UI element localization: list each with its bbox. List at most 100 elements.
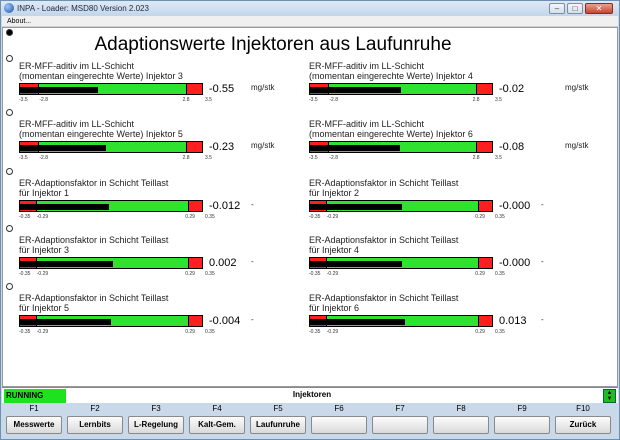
gauge-unit: mg/stk <box>251 83 275 92</box>
gauge-unit: mg/stk <box>565 83 589 92</box>
gauge-fill <box>20 319 111 325</box>
menu-about[interactable]: About... <box>7 18 32 25</box>
fkey-button-f9[interactable] <box>494 416 550 434</box>
tick-low: -2.8 <box>329 155 339 161</box>
gauge-value: -0.000 <box>499 257 531 269</box>
fkey-button-f4[interactable]: Kalt-Gem. <box>189 416 245 434</box>
tick-min: -0.35 <box>19 214 31 220</box>
fkey-button-f2[interactable]: Lernbits <box>67 416 123 434</box>
gauge-value: -0.23 <box>209 141 235 153</box>
tick-low: -2.8 <box>39 97 49 103</box>
tick-max: 3.5 <box>205 155 212 161</box>
fkey-f3: F3 L-Regelung <box>126 403 186 439</box>
gauge-ticks: -0.35 -0.29 0.29 0.35 <box>19 329 219 337</box>
status-running: RUNNING <box>4 389 66 403</box>
gauge-fill <box>310 87 402 93</box>
fkey-f9: F9 <box>492 403 552 439</box>
tick-low: -0.29 <box>326 214 339 220</box>
tick-high: 0.29 <box>185 271 195 277</box>
title-bar: INPA - Loader: MSD80 Version 2.023 – □ ✕ <box>1 1 619 16</box>
tick-max: 3.5 <box>495 97 502 103</box>
tick-low: -2.8 <box>329 97 339 103</box>
fkey-button-f8[interactable] <box>433 416 489 434</box>
gauge-label-line1: ER-Adaptionsfaktor in Schicht Teillast <box>19 178 169 188</box>
fkey-button-f3[interactable]: L-Regelung <box>128 416 184 434</box>
gauge-divider <box>188 258 190 268</box>
gauge-unit: mg/stk <box>565 141 589 150</box>
fkey-f4: F4 Kalt-Gem. <box>187 403 247 439</box>
fkey-button-f6[interactable] <box>311 416 367 434</box>
fkey-button-f1[interactable]: Messwerte <box>6 416 62 434</box>
gauge-bar <box>19 315 203 327</box>
gauge-label-line1: ER-Adaptionsfaktor in Schicht Teillast <box>309 178 459 188</box>
tick-low: -2.8 <box>39 155 49 161</box>
fkey-f6: F6 <box>309 403 369 439</box>
gauge-limit-high <box>185 142 202 152</box>
tick-high: 0.29 <box>185 214 195 220</box>
gauge-label: ER-MFF-aditiv im LL-Schicht (momentan ein… <box>309 119 539 139</box>
gauge-label: ER-Adaptionsfaktor in Schicht Teillast fü… <box>309 235 539 255</box>
gauge-value: -0.55 <box>209 83 235 95</box>
gauge-label: ER-Adaptionsfaktor in Schicht Teillast fü… <box>309 293 539 313</box>
gauge-fill <box>20 145 106 151</box>
gauge-limit-high <box>475 84 492 94</box>
tick-min: -3.5 <box>19 155 28 161</box>
scroll-arrows[interactable]: ▲ ▼ <box>603 389 616 403</box>
gauge-ticks: -3.5 -2.8 2.8 3.5 <box>19 155 219 163</box>
gauge-label-line1: ER-Adaptionsfaktor in Schicht Teillast <box>19 293 169 303</box>
gauge-limit-high <box>188 201 202 211</box>
tick-min: -0.35 <box>19 329 31 335</box>
fkey-button-f7[interactable] <box>372 416 428 434</box>
fkey-f1: F1 Messwerte <box>4 403 64 439</box>
app-logo-icon <box>4 3 14 13</box>
minimize-button[interactable]: – <box>549 3 565 14</box>
gauge-label-line2: für Injektor 5 <box>19 303 70 313</box>
gauge-label-line1: ER-Adaptionsfaktor in Schicht Teillast <box>19 235 169 245</box>
bullet-marker <box>6 283 13 290</box>
tick-low: -0.29 <box>326 271 339 277</box>
gauge-label: ER-MFF-aditiv im LL-Schicht (momentan ein… <box>19 61 249 81</box>
fkey-label: F1 <box>29 404 39 413</box>
tick-max: 0.35 <box>205 271 215 277</box>
gauge-label-line2: für Injektor 4 <box>309 245 360 255</box>
gauge-ticks: -0.35 -0.29 0.29 0.35 <box>309 271 509 279</box>
gauge-bar <box>309 200 493 212</box>
menu-bar: About... <box>2 16 618 27</box>
gauge-limit-high <box>188 258 202 268</box>
gauge-label-line1: ER-MFF-aditiv im LL-Schicht <box>19 119 135 129</box>
tick-max: 0.35 <box>495 271 505 277</box>
gauge-bar <box>19 257 203 269</box>
gauge-unit: - <box>541 200 544 209</box>
arrow-up-icon[interactable]: ▲ <box>606 390 613 396</box>
tick-high: 0.29 <box>475 214 485 220</box>
gauge-unit: - <box>251 315 254 324</box>
gauge-bar <box>309 83 493 95</box>
gauge-fill <box>310 319 406 325</box>
fkey-label: F2 <box>90 404 100 413</box>
arrow-down-icon[interactable]: ▼ <box>606 396 613 402</box>
fkey-f5: F5 Laufunruhe <box>248 403 308 439</box>
gauge-panel: ER-MFF-aditiv im LL-Schicht (momentan ein… <box>293 119 593 175</box>
tick-max: 0.35 <box>205 214 215 220</box>
gauge-panel: ER-Adaptionsfaktor in Schicht Teillast fü… <box>3 293 303 349</box>
gauge-limit-high <box>475 142 492 152</box>
maximize-button[interactable]: □ <box>567 3 583 14</box>
gauge-label: ER-Adaptionsfaktor in Schicht Teillast fü… <box>19 178 249 198</box>
gauge-unit: mg/stk <box>251 141 275 150</box>
gauge-divider <box>185 142 187 152</box>
tick-min: -3.5 <box>19 97 28 103</box>
page-title: Adaptionswerte Injektoren aus Laufunruhe <box>94 34 452 55</box>
gauge-divider <box>188 316 190 326</box>
fkey-button-f5[interactable]: Laufunruhe <box>250 416 306 434</box>
gauge-value: 0.002 <box>209 257 237 269</box>
gauge-bar <box>309 257 493 269</box>
fkey-button-f10[interactable]: Zurück <box>555 416 611 434</box>
gauge-label-line2: (momentan eingerechte Werte) Injektor 5 <box>19 129 183 139</box>
tick-min: -0.35 <box>309 214 321 220</box>
gauge-value: -0.012 <box>209 200 241 212</box>
close-button[interactable]: ✕ <box>585 3 613 14</box>
gauge-label: ER-Adaptionsfaktor in Schicht Teillast fü… <box>19 293 249 313</box>
tick-low: -0.29 <box>36 329 49 335</box>
gauge-value: -0.000 <box>499 200 531 212</box>
gauge-divider <box>478 258 480 268</box>
